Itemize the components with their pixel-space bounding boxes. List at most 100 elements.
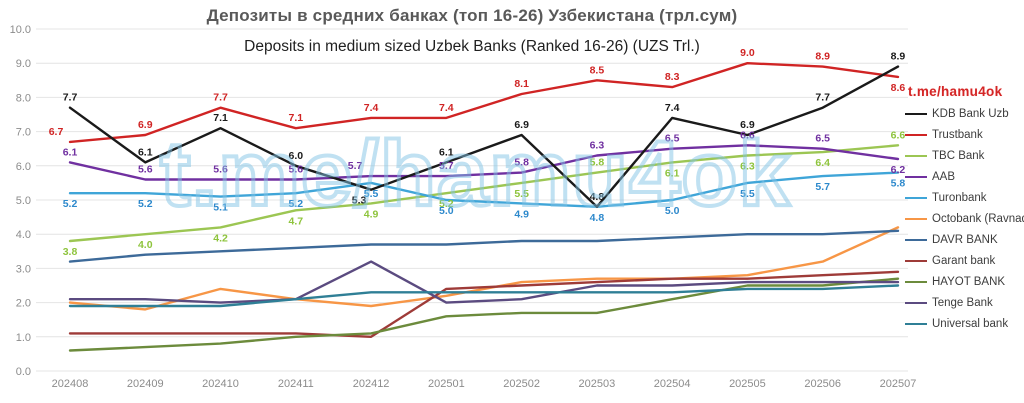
y-tick-label: 3.0: [16, 263, 31, 275]
x-tick-label: 202502: [503, 378, 540, 390]
series-line-tenge-bank: [68, 260, 900, 304]
x-axis-labels: 202408 202409 202410 202411 202412 202501 2025…: [52, 378, 917, 390]
x-tick-label: 202409: [127, 378, 164, 390]
legend-swatch: [905, 238, 927, 241]
legend-label: Turonbank: [932, 191, 987, 204]
legend-swatch: [905, 175, 927, 178]
data-label: 5.7: [439, 160, 454, 172]
legend-swatch: [905, 133, 927, 136]
series-line-octobank-ravnaq: [68, 226, 900, 311]
y-axis-labels: 0.0 1.0 2.0 3.0 4.0 5.0 6.0 7.0 8.0 9.0 10.0: [10, 24, 31, 378]
data-label: 4.2: [213, 232, 228, 244]
data-label: 6.9: [740, 119, 755, 131]
data-label: 6.3: [740, 161, 755, 173]
data-label: 5.6: [213, 163, 228, 175]
data-label: 5.6: [289, 163, 304, 175]
data-label: 6.4: [815, 157, 830, 169]
data-label: 5.2: [439, 198, 454, 210]
chart-subtitle: Deposits in medium sized Uzbek Banks (Ra…: [244, 38, 700, 55]
y-tick-label: 1.0: [16, 332, 31, 344]
data-label: 8.6: [891, 82, 906, 94]
legend-item-garant-bank: Garant bank: [905, 250, 1024, 271]
data-label: 5.1: [213, 202, 228, 214]
data-label: 5.7: [815, 181, 830, 193]
y-tick-label: 8.0: [16, 92, 31, 104]
legend-label: Octobank (Ravnaq): [932, 212, 1024, 225]
chart-title: Депозиты в средних банках (топ 16-26) Уз…: [206, 6, 738, 25]
x-tick-label: 202506: [804, 378, 841, 390]
data-label: 6.9: [138, 119, 153, 131]
data-label: 8.3: [665, 71, 680, 83]
gridlines: [36, 28, 908, 372]
data-label: 5.0: [439, 205, 454, 217]
legend-label: Universal bank: [932, 317, 1009, 330]
legend-swatch: [905, 301, 927, 304]
series-line-davr-bank: [68, 229, 900, 263]
series-line-turonbank: [68, 171, 900, 209]
legend-label: HAYOT BANK: [932, 275, 1006, 288]
data-label: 8.1: [514, 78, 529, 90]
y-tick-label: 5.0: [16, 195, 31, 207]
legend-item-kdb-bank-uzb: KDB Bank Uzb: [905, 103, 1024, 124]
x-tick-label: 202503: [579, 378, 616, 390]
x-tick-label: 202501: [428, 378, 465, 390]
data-label: 7.4: [665, 102, 680, 114]
legend-swatch: [905, 217, 927, 220]
x-tick-label: 202408: [52, 378, 89, 390]
x-tick-label: 202504: [654, 378, 691, 390]
legend-item-universal-bank: Universal bank: [905, 313, 1024, 334]
x-tick-label: 202505: [729, 378, 766, 390]
data-label: 3.8: [63, 246, 78, 258]
data-label: 4.8: [590, 191, 605, 203]
data-label: 7.1: [289, 112, 304, 124]
series-line-kdb-bank-uzb: [68, 65, 900, 209]
series-line-garant-bank: [68, 270, 900, 338]
data-label: 6.3: [590, 140, 605, 152]
legend-item-davr-bank: DAVR BANK: [905, 229, 1024, 250]
legend-item-aab: AAB: [905, 166, 1024, 187]
data-label: 5.5: [740, 188, 755, 200]
data-label: 5.0: [665, 205, 680, 217]
series-line-tbc-bank: [68, 144, 900, 243]
legend-label: AAB: [932, 170, 956, 183]
data-label: 4.9: [364, 208, 379, 220]
data-label: 6.9: [514, 119, 529, 131]
legend-label: Tenge Bank: [932, 296, 993, 309]
data-label: 7.7: [63, 92, 78, 104]
series-line-aab: [68, 144, 900, 181]
data-label: 6.1: [138, 146, 153, 158]
series-line-trustbank: [68, 62, 900, 144]
data-label: 6.6: [740, 129, 755, 141]
data-label: 8.9: [815, 51, 830, 63]
data-label: 6.5: [815, 133, 830, 145]
y-tick-label: 6.0: [16, 161, 31, 173]
data-label: 7.7: [213, 92, 228, 104]
data-label: 4.0: [138, 239, 153, 251]
data-label: 4.9: [514, 208, 529, 220]
legend-label: KDB Bank Uzb: [932, 107, 1009, 120]
series-labels-kdb-bank-uzb: 7.7 6.1 7.1 6.0 5.3 6.1 6.9 4.8 7.4 6.9 7.7 8.9: [63, 51, 906, 207]
legend-swatch: [905, 259, 927, 262]
legend-swatch: [905, 196, 927, 199]
data-label: 6.6: [891, 129, 906, 141]
x-tick-label: 202411: [278, 378, 314, 390]
data-label: 6.5: [665, 133, 680, 145]
legend-item-tbc-bank: TBC Bank: [905, 145, 1024, 166]
series-line-universal-bank: [68, 284, 900, 308]
x-tick-label: 202412: [353, 378, 390, 390]
data-label: 8.9: [891, 51, 906, 63]
y-tick-label: 4.0: [16, 229, 31, 241]
series-labels-turonbank: 5.2 5.2 5.1 5.2 5.5 5.0 4.9 4.8 5.0 5.5 5.7 5.8: [63, 178, 906, 224]
legend-swatch: [905, 112, 927, 115]
data-label: 8.5: [590, 64, 605, 76]
data-label: 5.6: [138, 163, 153, 175]
data-label: 6.1: [439, 146, 454, 158]
legend-label: Trustbank: [932, 128, 983, 141]
data-label: 6.7: [49, 126, 64, 138]
x-tick-label: 202507: [880, 378, 917, 390]
legend-swatch: [905, 154, 927, 157]
data-label: 6.1: [665, 167, 680, 179]
legend-label: Garant bank: [932, 254, 996, 267]
